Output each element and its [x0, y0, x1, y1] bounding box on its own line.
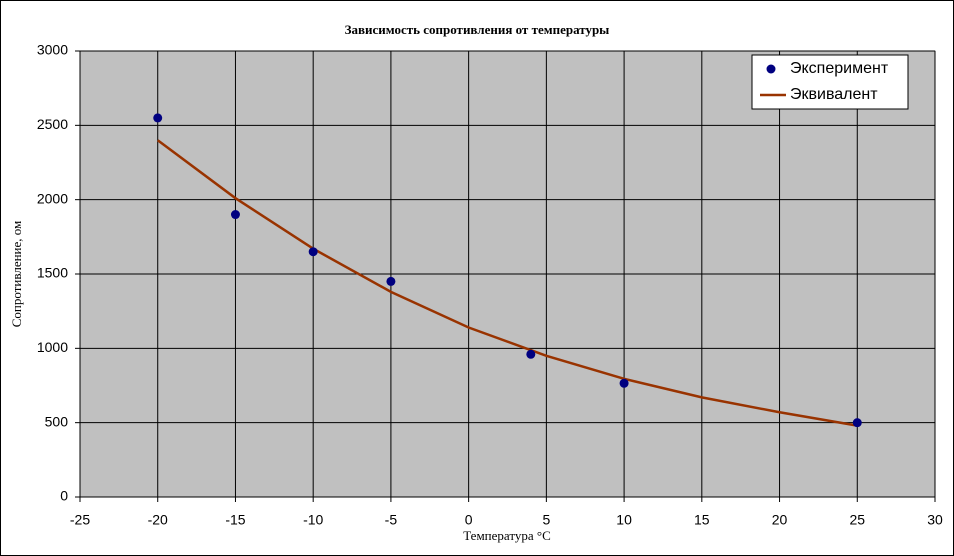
scatter-point: [619, 378, 629, 388]
chart-title: Зависимость сопротивления от температуры: [345, 22, 610, 37]
legend-box: [751, 54, 909, 110]
legend-swatch: [766, 64, 776, 74]
scatter-point: [386, 276, 396, 286]
y-tick-label: 2000: [37, 190, 68, 206]
line-series: [156, 139, 858, 427]
x-tick-label: 10: [616, 512, 632, 528]
x-tick-label: -20: [148, 512, 168, 528]
scatter-point: [153, 113, 163, 123]
x-tick-label: -15: [225, 512, 245, 528]
y-tick-label: 500: [45, 413, 69, 429]
scatter-point: [308, 247, 318, 257]
y-tick-label: 3000: [37, 42, 68, 58]
x-tick-label: 5: [542, 512, 550, 528]
x-tick-label: 0: [465, 512, 473, 528]
x-tick-label: 25: [849, 512, 865, 528]
x-tick-label: -5: [385, 512, 398, 528]
x-tick-label: -10: [303, 512, 323, 528]
x-axis-label: Температура °C: [463, 528, 551, 543]
scatter-point: [526, 349, 536, 359]
scatter-point: [852, 418, 862, 428]
legend-label: Эквивалент: [790, 86, 878, 103]
y-tick-label: 1000: [37, 339, 68, 355]
x-tick-label: -25: [70, 512, 90, 528]
y-axis-label: Сопротивление, ом: [9, 221, 24, 327]
x-tick-label: 20: [772, 512, 788, 528]
legend-label: Эксперимент: [790, 60, 889, 77]
y-tick-label: 0: [60, 488, 68, 504]
y-tick-label: 2500: [37, 116, 68, 132]
scatter-point: [230, 210, 240, 220]
x-tick-label: 30: [927, 512, 943, 528]
x-tick-label: 15: [694, 512, 710, 528]
y-tick-label: 1500: [37, 265, 68, 281]
